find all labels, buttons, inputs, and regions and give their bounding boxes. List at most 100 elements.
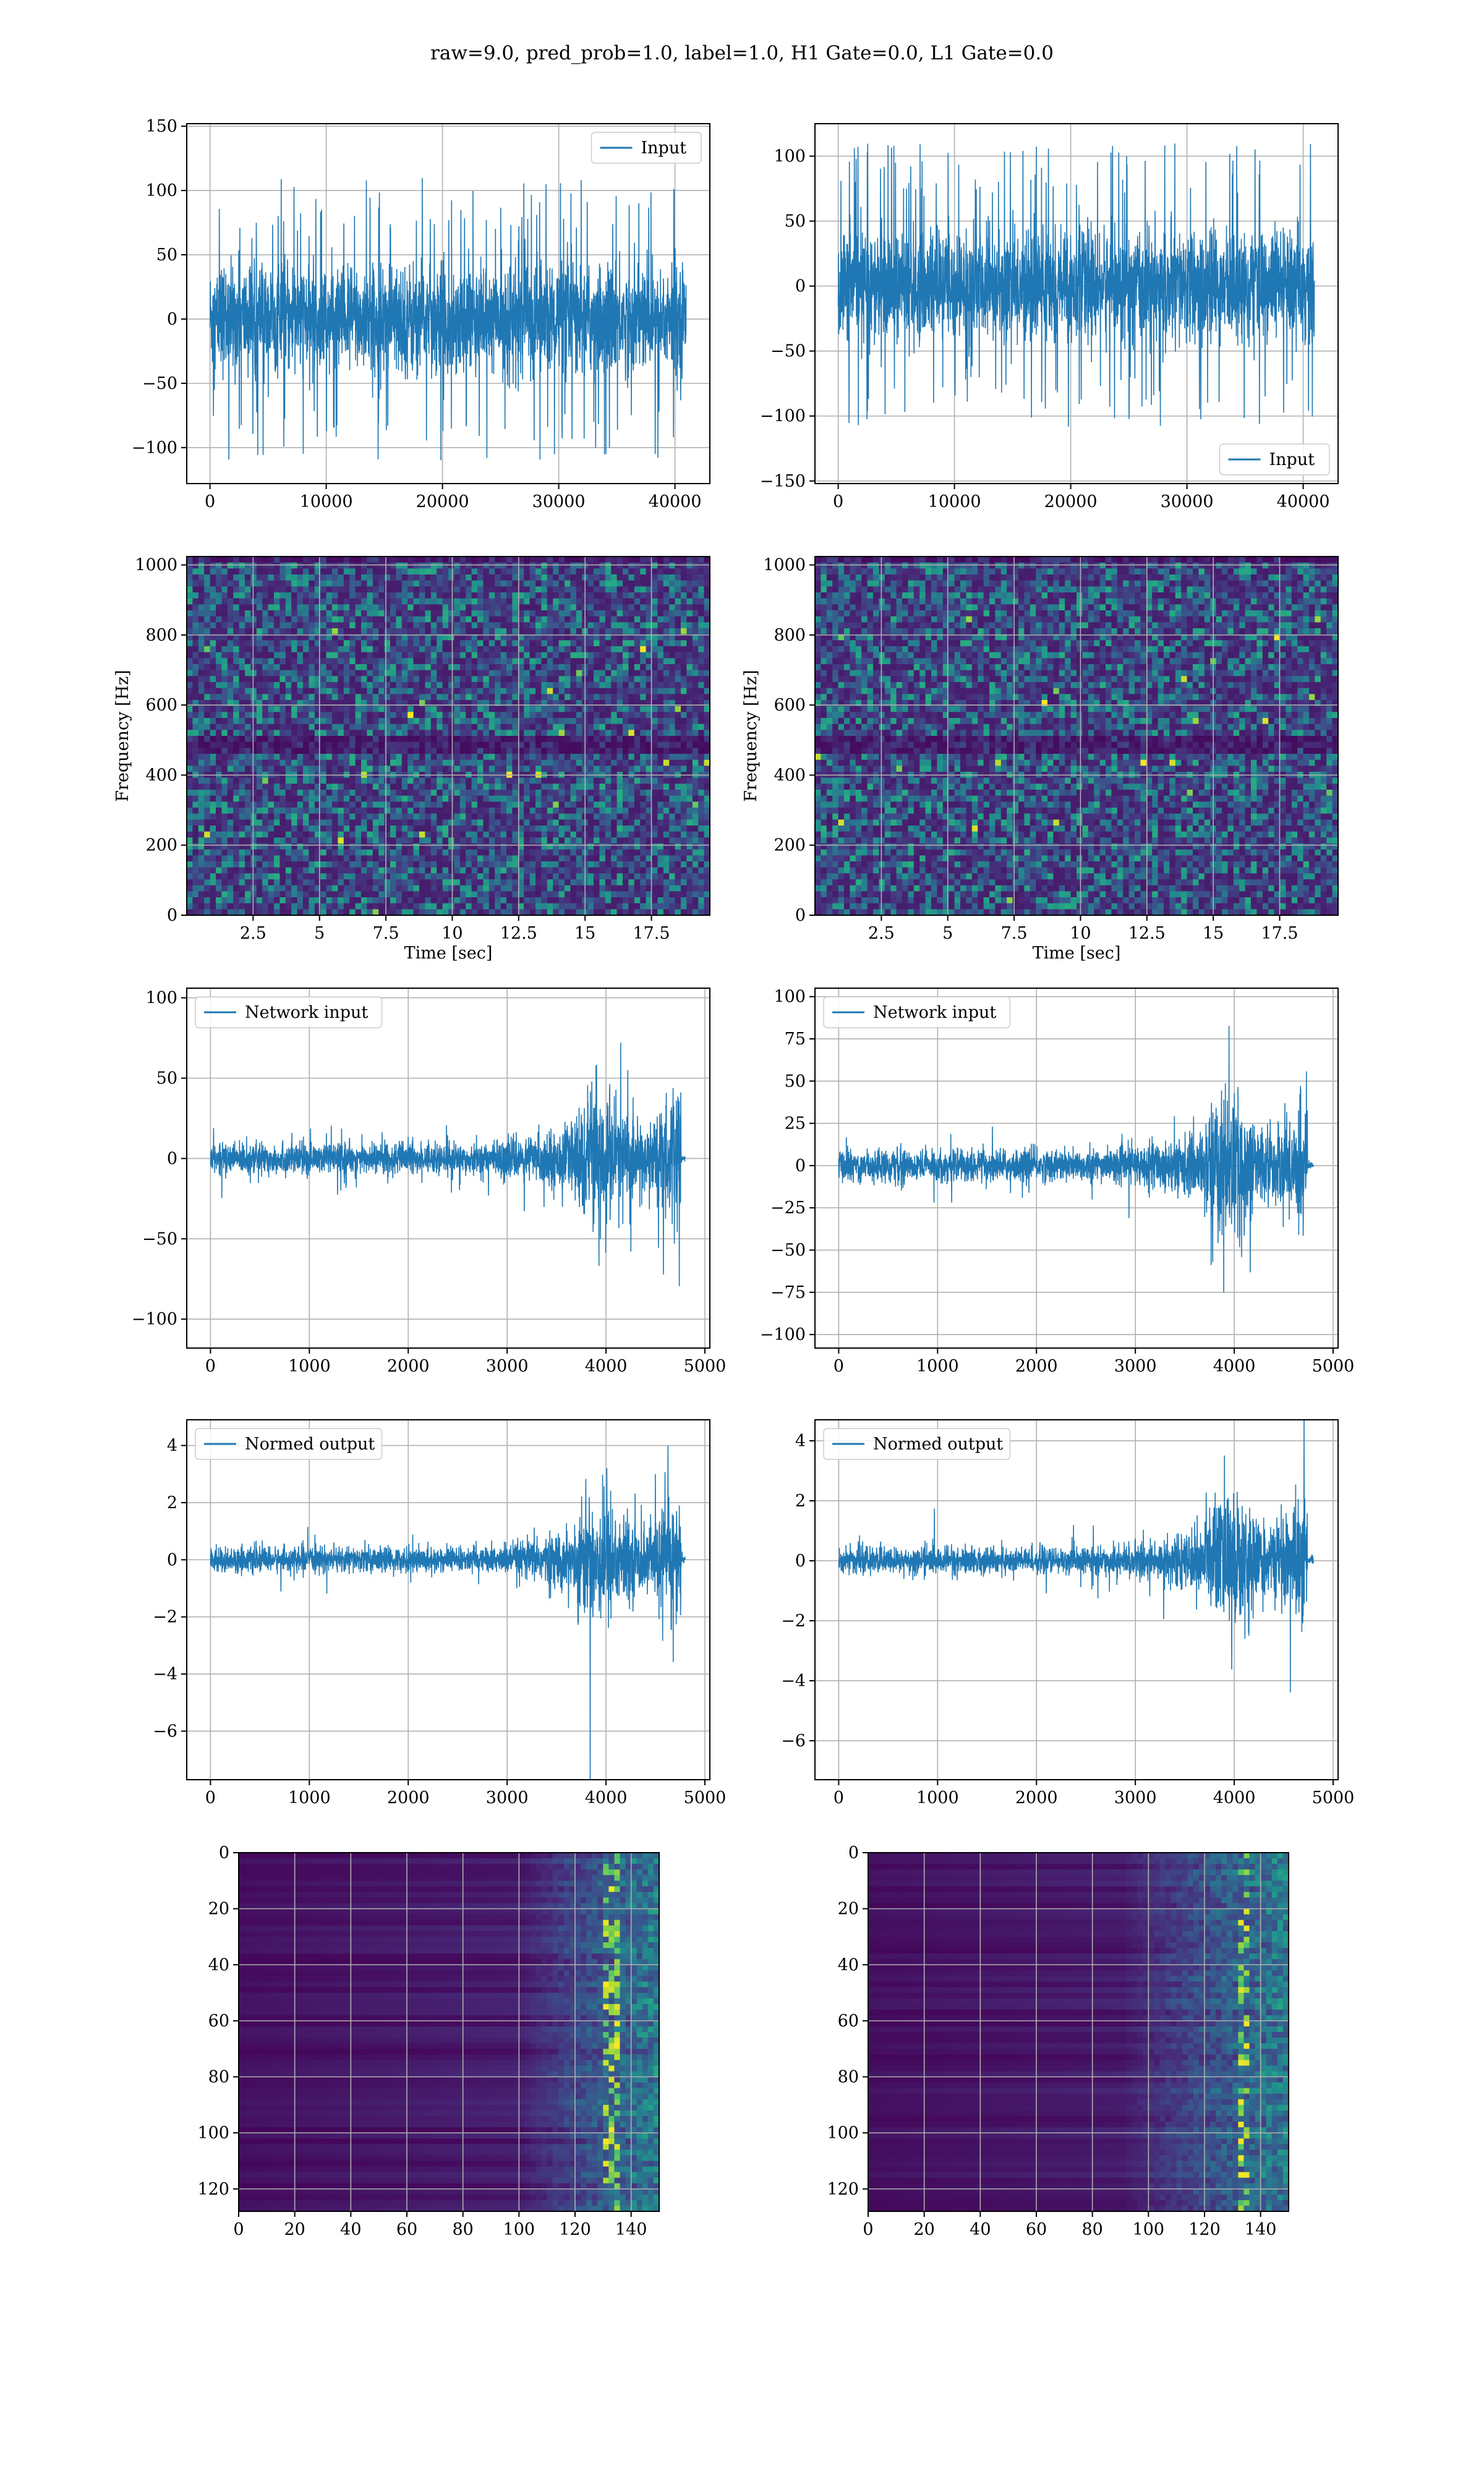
heatmap-cell bbox=[437, 706, 443, 712]
heatmap-cell bbox=[594, 868, 600, 874]
heatmap-cell bbox=[356, 801, 362, 808]
heatmap-cell bbox=[320, 724, 326, 730]
heatmap-cell bbox=[286, 790, 292, 796]
heatmap-cell bbox=[332, 855, 338, 861]
heatmap-cell bbox=[460, 873, 466, 879]
heatmap-cell bbox=[279, 706, 286, 712]
heatmap-cell bbox=[349, 557, 356, 563]
heatmap-cell bbox=[356, 592, 362, 599]
heatmap-cell bbox=[501, 557, 507, 563]
heatmap-cell bbox=[454, 748, 460, 754]
heatmap-cell bbox=[361, 628, 367, 634]
heatmap-cell bbox=[425, 861, 431, 868]
heatmap-cell bbox=[396, 832, 402, 838]
heatmap-cell bbox=[204, 861, 210, 868]
heatmap-cell bbox=[309, 670, 315, 677]
heatmap-cell bbox=[663, 801, 670, 808]
heatmap-cell bbox=[565, 808, 571, 814]
heatmap-cell bbox=[669, 563, 675, 569]
heatmap-cell bbox=[448, 676, 454, 682]
heatmap-cell bbox=[245, 808, 251, 814]
heatmap-cell bbox=[309, 832, 315, 838]
heatmap-cell bbox=[512, 766, 518, 772]
heatmap-cell bbox=[657, 574, 663, 581]
heatmap-cell bbox=[524, 646, 530, 652]
heatmap-cell bbox=[279, 736, 286, 742]
heatmap-cell bbox=[686, 873, 693, 879]
heatmap-cell bbox=[466, 754, 472, 760]
heatmap-cell bbox=[385, 617, 391, 623]
heatmap-cell bbox=[594, 581, 600, 587]
heatmap-cell bbox=[419, 778, 425, 784]
heatmap-cell bbox=[565, 676, 571, 682]
heatmap-cell bbox=[460, 819, 466, 826]
heatmap-cell bbox=[367, 724, 373, 730]
heatmap-cell bbox=[588, 837, 594, 843]
heatmap-cell bbox=[634, 646, 641, 652]
heatmap-cell bbox=[320, 718, 326, 724]
heatmap-cell bbox=[663, 646, 670, 652]
heatmap-cell bbox=[187, 670, 193, 677]
heatmap-cell bbox=[385, 646, 391, 652]
heatmap-cell bbox=[512, 694, 518, 700]
heatmap-cell bbox=[535, 760, 542, 766]
heatmap-cell bbox=[501, 801, 507, 808]
heatmap-cell bbox=[279, 568, 286, 574]
heatmap-cell bbox=[204, 586, 210, 592]
heatmap-cell bbox=[431, 766, 437, 772]
heatmap-cell bbox=[419, 766, 425, 772]
heatmap-cell bbox=[356, 736, 362, 742]
heatmap-cell bbox=[652, 819, 658, 826]
heatmap-cell bbox=[512, 640, 518, 646]
heatmap-cell bbox=[472, 592, 478, 599]
heatmap-cell bbox=[279, 832, 286, 838]
heatmap-cell bbox=[250, 581, 257, 587]
heatmap-cell bbox=[570, 837, 576, 843]
heatmap-cell bbox=[349, 640, 356, 646]
heatmap-cell bbox=[268, 850, 275, 856]
heatmap-cell bbox=[570, 868, 576, 874]
heatmap-cell bbox=[262, 837, 268, 843]
legend: Input bbox=[1220, 444, 1330, 475]
heatmap-cell bbox=[198, 790, 205, 796]
heatmap-cell bbox=[286, 814, 292, 820]
heatmap-cell bbox=[198, 622, 205, 628]
heatmap-cell bbox=[257, 814, 263, 820]
heatmap-cell bbox=[576, 664, 582, 670]
heatmap-cell bbox=[594, 688, 600, 694]
heatmap-cell bbox=[466, 563, 472, 569]
heatmap-cell bbox=[681, 783, 687, 790]
heatmap-cell bbox=[524, 730, 530, 736]
heatmap-cell bbox=[576, 670, 582, 677]
heatmap-cell bbox=[425, 604, 431, 610]
heatmap-cell bbox=[309, 819, 315, 826]
heatmap-cell bbox=[204, 718, 210, 724]
heatmap-cell bbox=[611, 557, 617, 563]
heatmap-cell bbox=[396, 718, 402, 724]
heatmap-cell bbox=[617, 599, 623, 605]
heatmap-cell bbox=[279, 694, 286, 700]
heatmap-cell bbox=[239, 568, 245, 574]
heatmap-cell bbox=[303, 664, 309, 670]
heatmap-cell bbox=[588, 808, 594, 814]
heatmap-cell bbox=[257, 568, 263, 574]
heatmap-cell bbox=[245, 742, 251, 748]
heatmap-cell bbox=[448, 622, 454, 628]
heatmap-cell bbox=[605, 706, 612, 712]
heatmap-cell bbox=[216, 670, 222, 677]
heatmap-cell bbox=[349, 826, 356, 832]
heatmap-cell bbox=[443, 837, 449, 843]
heatmap-cell bbox=[495, 617, 501, 623]
heatmap-cell bbox=[686, 617, 693, 623]
heatmap-cell bbox=[693, 718, 699, 724]
heatmap-cell bbox=[356, 790, 362, 796]
heatmap-cell bbox=[594, 819, 600, 826]
heatmap-cell bbox=[675, 586, 681, 592]
heatmap-cell bbox=[605, 766, 612, 772]
heatmap-cell bbox=[698, 664, 704, 670]
heatmap-cell bbox=[530, 724, 536, 730]
heatmap-cell bbox=[530, 646, 536, 652]
heatmap-cell bbox=[588, 826, 594, 832]
heatmap-cell bbox=[390, 730, 396, 736]
heatmap-cell bbox=[489, 586, 495, 592]
